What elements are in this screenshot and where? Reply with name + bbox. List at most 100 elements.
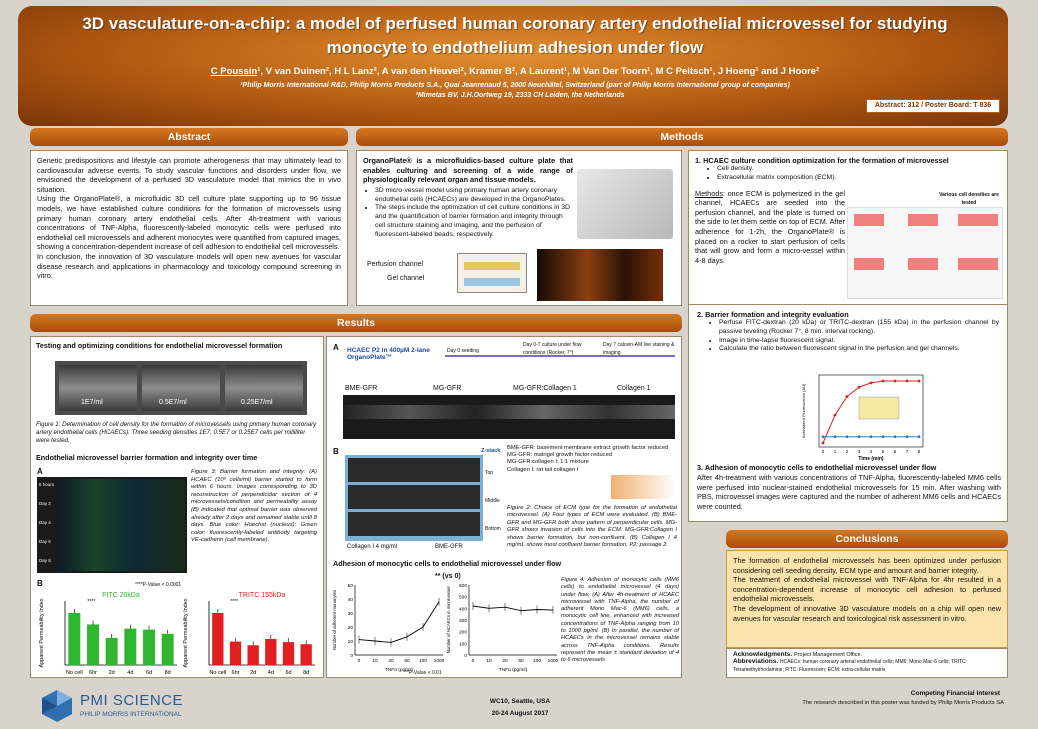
perfusion-channel-label: Perfusion channel	[367, 261, 424, 268]
x-tick-label: 8d	[303, 670, 309, 676]
col-label-bme: BME-GFR	[435, 544, 463, 550]
x-tick-label: 3	[858, 449, 861, 454]
fluorescence-time-chart: Normalized Fluorescence (AU) 0 1 2 3 4 5 6 7 8 Tim…	[801, 374, 924, 461]
results-subheading-1: Testing and optimizing conditions for en…	[36, 341, 283, 350]
bar	[161, 633, 174, 665]
pmi-science-logo: PMI SCIENCE PHILIP MORRIS INTERNATIONAL	[40, 689, 190, 723]
data-point	[881, 435, 885, 439]
x-tick-label: 20	[502, 658, 508, 664]
abstract-paragraph-1: Genetic predispositions and lifestyle ca…	[37, 156, 341, 194]
gel-channel-shape	[464, 278, 520, 286]
results-left-panel: Testing and optimizing conditions for en…	[30, 336, 324, 678]
chart-title: FITC 20kDa	[102, 592, 140, 599]
x-tick-label: 6d	[285, 670, 291, 676]
x-tick-label: 1	[834, 449, 837, 454]
step2-bullet-2: Image in time-lapse fluorescent signal.	[719, 337, 999, 346]
y-tick-label: 600	[459, 583, 467, 589]
data-point	[833, 413, 837, 417]
ack-label: Acknowledgments.	[733, 651, 793, 658]
results-subheading-3: Adhesion of monocytic cells to endotheli…	[333, 559, 562, 568]
x-tick-label: 6	[894, 449, 897, 454]
bar	[105, 637, 118, 665]
zlabel-top: Top	[485, 470, 494, 476]
poster-title: 3D vasculature-on-a-chip: a model of per…	[82, 14, 948, 57]
data-point	[869, 381, 873, 385]
results-heading: Results	[30, 314, 682, 332]
abbr-label: Abbreviations.	[733, 658, 779, 665]
ecm-legend-2: MG-GFR: matrigel growth factor reduced	[507, 452, 613, 459]
y-axis-label: Apparent Permeability Index	[39, 598, 45, 667]
data-point	[917, 379, 921, 383]
figure-4-caption: Figure 4: Adhesion of monocytic cells (M…	[561, 577, 679, 664]
data-point	[881, 379, 885, 383]
channel-diagram	[457, 253, 527, 293]
timeline-step-2: Day 0-7 culture under flow conditions (R…	[523, 342, 582, 356]
timeline-step-1: Day 0 seeding	[447, 348, 479, 354]
conclusions-heading: Conclusions	[726, 530, 1008, 548]
y-axis-label: Normalized Fluorescence (AU)	[801, 383, 806, 438]
x-tick-label: 1000	[548, 658, 559, 664]
y-tick-label: 100	[459, 641, 467, 647]
x-tick-label: 10	[486, 658, 492, 664]
step1-bullet-2: Extracellular matrix composition (ECM).	[717, 174, 1001, 183]
x-tick-label: 4	[870, 449, 873, 454]
x-tick-label: 20	[388, 658, 394, 664]
figure-3-caption: Figure 3: Barrier formation and integrit…	[191, 469, 317, 544]
step-culture-box	[854, 258, 884, 270]
x-tick-label: 0	[358, 658, 361, 664]
author-list: C Poussin¹, V van Duinen², H L Lanz², A …	[40, 66, 990, 77]
methods-protocol-text: : once ECM is polymerized in the gel cha…	[695, 188, 845, 265]
x-tick-label: 0	[472, 658, 475, 664]
y-axis-label: Number of HCAECs in microvessel	[446, 587, 451, 654]
data-point	[905, 379, 909, 383]
conclusion-1: The formation of endothelial microvessel…	[733, 556, 1001, 575]
methods-bullet-2: The steps include the optimization of ce…	[375, 204, 573, 239]
chart-title: TRITC 155kDa	[239, 592, 286, 599]
x-axis-label: TNFα (pg/ml)	[385, 667, 414, 673]
panel-b-label-ecm: B	[333, 447, 339, 456]
data-line	[472, 605, 554, 612]
conference-name: WC10, Seattle, USA	[489, 698, 551, 705]
ecm-label-mg: MG-GFR	[433, 385, 462, 392]
results-subheading-2: Endothelial microvessel barrier formatio…	[36, 453, 258, 462]
abstract-board-badge: Abstract: 312 / Poster Board: T 836	[866, 99, 1000, 113]
bar	[87, 624, 99, 665]
timeline-arrow	[445, 355, 675, 357]
step-side-box	[958, 258, 998, 270]
x-tick-label: 2d	[250, 670, 256, 676]
y-tick-label: 0	[464, 653, 467, 659]
step1-title: 1. HCAEC culture condition optimization …	[695, 156, 949, 165]
y-tick-label: 500	[459, 595, 467, 601]
protocol-diagram	[847, 207, 1003, 299]
x-tick-label: 7	[906, 449, 909, 454]
cfi-title: Competing Financial Interest	[910, 690, 1000, 697]
step2-title: 2. Barrier formation and integrity evalu…	[697, 310, 849, 319]
x-tick-label: No cell	[66, 670, 83, 676]
abstract-heading: Abstract	[30, 128, 348, 146]
x-axis-label: Time (min)	[858, 456, 884, 461]
panel-a-label: A	[37, 467, 43, 476]
day-label-4: Day 4	[39, 520, 51, 525]
x-tick-label: 1000	[434, 658, 445, 664]
microvessel-3d-render	[537, 249, 663, 301]
abstract-paragraph-3: In conclusion, the innovation of 3D vasc…	[37, 251, 341, 281]
data-point	[833, 435, 837, 439]
pvalue-note: ****P-Value < 0.0001	[135, 582, 182, 588]
x-tick-label: 50	[404, 658, 410, 664]
timeline-step-3: Day 7 calcein-AM live staining & imaging	[603, 342, 675, 356]
day-label-8: Day 8	[39, 558, 51, 563]
day-label-2: Day 2	[39, 501, 51, 506]
x-tick-label: 8	[918, 449, 921, 454]
results-middle-panel: A HCAEC P2 in 400µM 2-lane OrganoPlate™ …	[326, 336, 682, 678]
density-image-1	[59, 365, 137, 411]
y-tick-label: 300	[459, 618, 467, 624]
barrier-images	[57, 479, 185, 571]
x-tick-label: 0	[822, 449, 825, 454]
data-point	[905, 435, 909, 439]
bar	[212, 613, 224, 665]
step-seed-box	[908, 214, 938, 226]
data-point	[821, 435, 825, 439]
data-point	[857, 435, 861, 439]
bar	[68, 613, 81, 665]
bar	[247, 645, 259, 665]
